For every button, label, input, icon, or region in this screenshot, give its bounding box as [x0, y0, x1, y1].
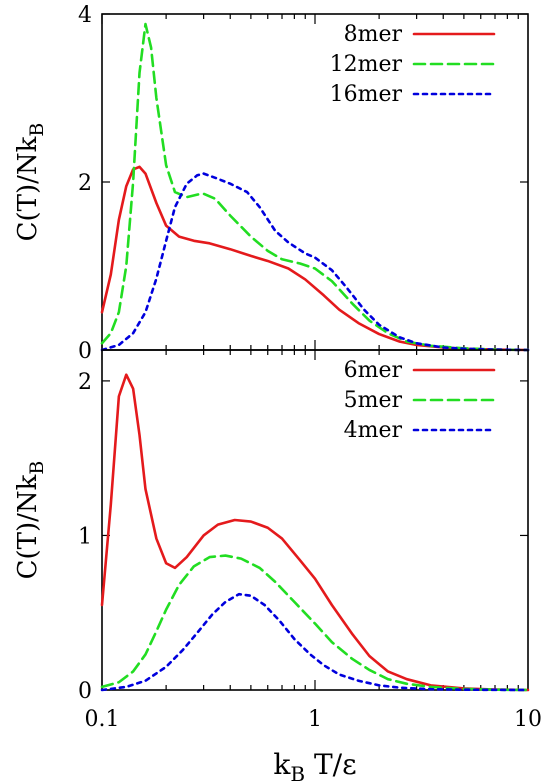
- series-6mer-line: [100, 373, 530, 692]
- series-16mer-line: [100, 172, 530, 352]
- series-12mer-line: [100, 22, 530, 352]
- legend-label: 12mer: [330, 52, 403, 77]
- y-tick-label: 4: [78, 3, 92, 28]
- top-panel: 0 2 4 C(T)/NkB​ 8mer 12mer 16mer: [13, 3, 530, 364]
- y-tick-label: 2: [78, 370, 92, 395]
- y-axis-title: C(T)/NkB​: [13, 123, 48, 242]
- bottom-panel: 0 1 2 0.1 1 10 C(T)/NkB​ kB​ T/ε 6mer 5mer 4mer: [13, 349, 542, 784]
- series-4mer-line: [100, 592, 530, 692]
- series-8mer-line: [100, 165, 530, 352]
- legend-label: 4mer: [344, 418, 403, 443]
- x-tick-label: 0.1: [85, 707, 120, 732]
- x-axis-title: kB​ T/ε: [273, 748, 356, 784]
- y-tick-label: 1: [78, 524, 92, 549]
- y-tick-label: 0: [78, 339, 92, 364]
- y-tick-label: 2: [78, 171, 92, 196]
- legend-label: 5mer: [344, 388, 403, 413]
- y-tick-label: 0: [78, 679, 92, 704]
- legend-label: 16mer: [330, 82, 403, 107]
- y-axis-title: C(T)/NkB​: [13, 461, 48, 580]
- x-tick-label: 10: [514, 707, 542, 732]
- x-tick-label: 1: [308, 707, 322, 732]
- legend-label: 8mer: [344, 22, 403, 47]
- legend-label: 6mer: [344, 358, 403, 383]
- series-5mer-line: [100, 554, 530, 692]
- plot-frame: [101, 349, 529, 691]
